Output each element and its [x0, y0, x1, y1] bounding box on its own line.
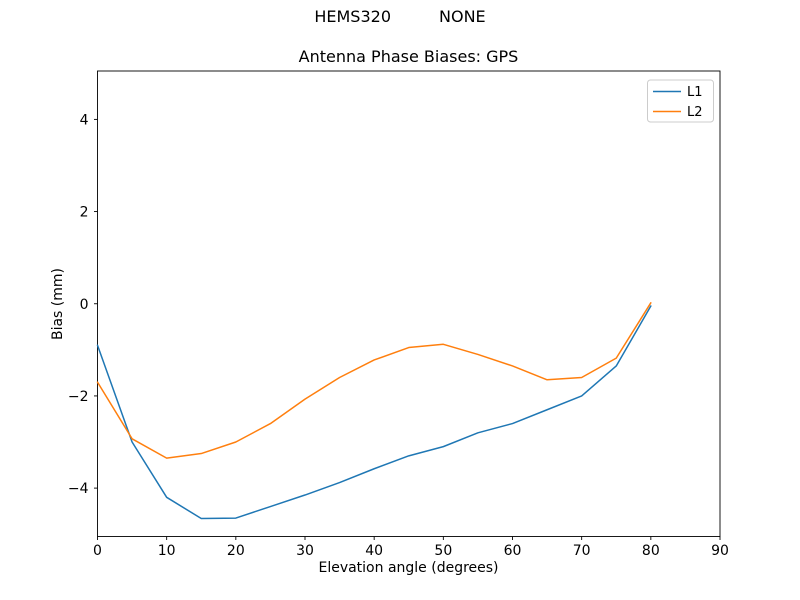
legend-label-l2: L2 [687, 105, 703, 120]
series-line-l2 [96, 302, 652, 459]
axes-frame [97, 70, 721, 537]
y-tick-label: −4 [68, 481, 89, 497]
x-tick-label: 10 [158, 543, 176, 559]
y-tick-label: 0 [80, 297, 89, 313]
figure-suptitle: HEMS320 NONE [0, 9, 800, 25]
x-tick-label: 20 [227, 543, 245, 559]
x-tick-label: 80 [642, 543, 660, 559]
y-tick-label: 4 [80, 112, 89, 128]
x-tick-label: 90 [711, 543, 729, 559]
x-tick-label: 0 [93, 543, 102, 559]
x-tick-label: 60 [504, 543, 522, 559]
x-tick-label: 30 [296, 543, 314, 559]
legend-box [647, 79, 714, 123]
x-axis-label: Elevation angle (degrees) [318, 560, 499, 576]
series-line-l1 [96, 305, 652, 520]
legend-label-l1: L1 [687, 85, 703, 100]
y-tick-label: 2 [80, 205, 89, 221]
axes-title: Antenna Phase Biases: GPS [298, 47, 519, 66]
y-tick-label: −2 [68, 389, 89, 405]
x-tick-label: 50 [434, 543, 452, 559]
x-tick-label: 40 [365, 543, 383, 559]
suptitle-station: HEMS320 [314, 7, 391, 26]
suptitle-mode: NONE [439, 7, 486, 26]
x-tick-label: 70 [573, 543, 591, 559]
